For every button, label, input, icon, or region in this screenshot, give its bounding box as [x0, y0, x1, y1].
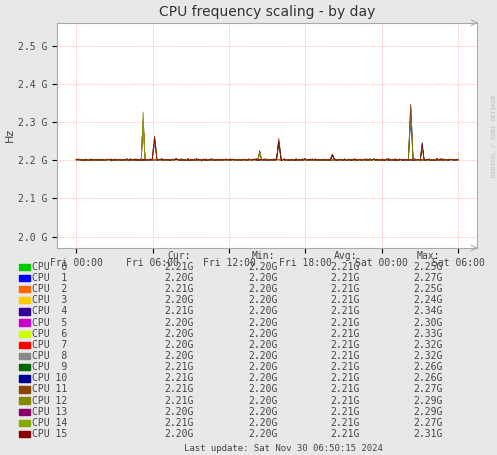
Text: 2.29G: 2.29G [414, 407, 443, 417]
Text: 2.20G: 2.20G [248, 273, 278, 283]
Text: CPU  6: CPU 6 [32, 329, 68, 339]
Text: CPU  4: CPU 4 [32, 307, 68, 316]
Text: 2.21G: 2.21G [331, 284, 360, 294]
Text: CPU 13: CPU 13 [32, 407, 68, 417]
Text: CPU  1: CPU 1 [32, 273, 68, 283]
Text: 2.21G: 2.21G [331, 351, 360, 361]
Text: Min:: Min: [251, 251, 275, 261]
Text: 2.33G: 2.33G [414, 329, 443, 339]
Text: 2.21G: 2.21G [331, 329, 360, 339]
Text: 2.21G: 2.21G [331, 273, 360, 283]
Text: 2.20G: 2.20G [248, 284, 278, 294]
Text: 2.20G: 2.20G [164, 351, 194, 361]
Text: 2.21G: 2.21G [331, 429, 360, 439]
Text: 2.32G: 2.32G [414, 351, 443, 361]
Text: CPU 12: CPU 12 [32, 396, 68, 405]
Text: 2.20G: 2.20G [248, 396, 278, 405]
Text: 2.27G: 2.27G [414, 273, 443, 283]
Text: 2.21G: 2.21G [331, 340, 360, 350]
Text: 2.21G: 2.21G [331, 262, 360, 272]
Text: 2.20G: 2.20G [248, 418, 278, 428]
Text: CPU 15: CPU 15 [32, 429, 68, 439]
Text: 2.20G: 2.20G [248, 351, 278, 361]
Text: 2.31G: 2.31G [414, 429, 443, 439]
Text: 2.21G: 2.21G [164, 284, 194, 294]
Text: 2.20G: 2.20G [248, 407, 278, 417]
Text: 2.20G: 2.20G [164, 340, 194, 350]
Text: 2.25G: 2.25G [414, 262, 443, 272]
Text: 2.20G: 2.20G [248, 262, 278, 272]
Text: 2.20G: 2.20G [164, 329, 194, 339]
Text: 2.20G: 2.20G [164, 318, 194, 328]
Title: CPU frequency scaling - by day: CPU frequency scaling - by day [159, 5, 375, 19]
Text: 2.21G: 2.21G [164, 362, 194, 372]
Text: 2.21G: 2.21G [331, 362, 360, 372]
Text: 2.21G: 2.21G [331, 396, 360, 405]
Text: 2.29G: 2.29G [414, 396, 443, 405]
Text: CPU 11: CPU 11 [32, 384, 68, 394]
Text: 2.21G: 2.21G [164, 418, 194, 428]
Text: 2.20G: 2.20G [164, 295, 194, 305]
Text: 2.20G: 2.20G [248, 318, 278, 328]
Text: 2.24G: 2.24G [414, 295, 443, 305]
Text: 2.20G: 2.20G [248, 307, 278, 316]
Text: CPU  9: CPU 9 [32, 362, 68, 372]
Text: CPU 10: CPU 10 [32, 374, 68, 383]
Text: 2.20G: 2.20G [248, 374, 278, 383]
Text: 2.21G: 2.21G [331, 318, 360, 328]
Text: 2.21G: 2.21G [331, 384, 360, 394]
Text: 2.26G: 2.26G [414, 374, 443, 383]
Y-axis label: Hz: Hz [5, 128, 15, 142]
Text: 2.21G: 2.21G [331, 307, 360, 316]
Text: Last update: Sat Nov 30 06:50:15 2024: Last update: Sat Nov 30 06:50:15 2024 [184, 444, 383, 453]
Text: 2.21G: 2.21G [164, 396, 194, 405]
Text: 2.20G: 2.20G [248, 429, 278, 439]
Text: 2.20G: 2.20G [248, 329, 278, 339]
Text: 2.25G: 2.25G [414, 284, 443, 294]
Text: 2.21G: 2.21G [331, 295, 360, 305]
Text: 2.27G: 2.27G [414, 384, 443, 394]
Text: RRDTOOL / TOBI OETIKER: RRDTOOL / TOBI OETIKER [491, 94, 496, 177]
Text: CPU  2: CPU 2 [32, 284, 68, 294]
Text: 2.21G: 2.21G [164, 384, 194, 394]
Text: 2.20G: 2.20G [248, 340, 278, 350]
Text: 2.20G: 2.20G [248, 295, 278, 305]
Text: 2.30G: 2.30G [414, 318, 443, 328]
Text: Max:: Max: [416, 251, 440, 261]
Text: CPU  3: CPU 3 [32, 295, 68, 305]
Text: 2.20G: 2.20G [164, 429, 194, 439]
Text: CPU  8: CPU 8 [32, 351, 68, 361]
Text: 2.20G: 2.20G [164, 273, 194, 283]
Text: 2.21G: 2.21G [164, 374, 194, 383]
Text: 2.21G: 2.21G [331, 374, 360, 383]
Text: CPU 14: CPU 14 [32, 418, 68, 428]
Text: 2.21G: 2.21G [331, 418, 360, 428]
Text: 2.20G: 2.20G [164, 407, 194, 417]
Text: CPU  7: CPU 7 [32, 340, 68, 350]
Text: 2.27G: 2.27G [414, 418, 443, 428]
Text: CPU  5: CPU 5 [32, 318, 68, 328]
Text: 2.34G: 2.34G [414, 307, 443, 316]
Text: Avg:: Avg: [333, 251, 357, 261]
Text: 2.21G: 2.21G [331, 407, 360, 417]
Text: 2.32G: 2.32G [414, 340, 443, 350]
Text: Cur:: Cur: [167, 251, 191, 261]
Text: 2.20G: 2.20G [248, 384, 278, 394]
Text: 2.26G: 2.26G [414, 362, 443, 372]
Text: 2.20G: 2.20G [248, 362, 278, 372]
Text: CPU  0: CPU 0 [32, 262, 68, 272]
Text: 2.21G: 2.21G [164, 262, 194, 272]
Text: 2.21G: 2.21G [164, 307, 194, 316]
